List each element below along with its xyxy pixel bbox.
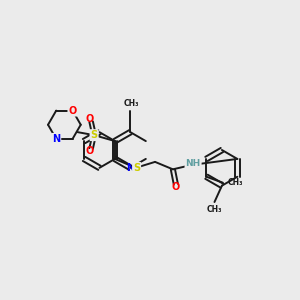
Text: CH₃: CH₃ xyxy=(124,99,140,108)
Text: CH₃: CH₃ xyxy=(227,178,243,187)
Text: O: O xyxy=(68,106,77,116)
Text: N: N xyxy=(52,134,60,144)
Text: CH₃: CH₃ xyxy=(207,205,222,214)
Text: N: N xyxy=(126,163,134,173)
Text: O: O xyxy=(172,182,180,192)
Text: S: S xyxy=(91,130,98,140)
Text: S: S xyxy=(133,163,140,173)
Text: O: O xyxy=(85,146,94,156)
Text: NH: NH xyxy=(185,159,201,168)
Text: O: O xyxy=(85,114,94,124)
